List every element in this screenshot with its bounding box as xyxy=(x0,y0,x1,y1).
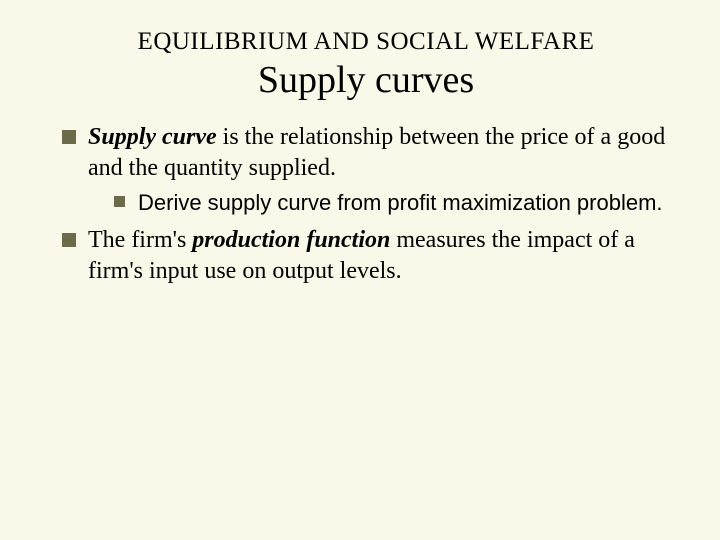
bullet-item: The firm's production function measures … xyxy=(60,225,672,286)
bullet-item: Supply curve is the relationship between… xyxy=(60,122,672,217)
bullet-bold: production function xyxy=(192,227,390,253)
sub-bullet-item: Derive supply curve from profit maximiza… xyxy=(110,189,672,217)
sub-bullet-list: Derive supply curve from profit maximiza… xyxy=(88,189,672,217)
slide-header: EQUILIBRIUM AND SOCIAL WELFARE xyxy=(60,28,672,56)
bullet-lead-italic: Supply curve xyxy=(88,124,217,150)
slide-title: Supply curves xyxy=(60,58,672,102)
bullet-text-pre: The firm's xyxy=(88,227,192,253)
bullet-list: Supply curve is the relationship between… xyxy=(60,122,672,286)
